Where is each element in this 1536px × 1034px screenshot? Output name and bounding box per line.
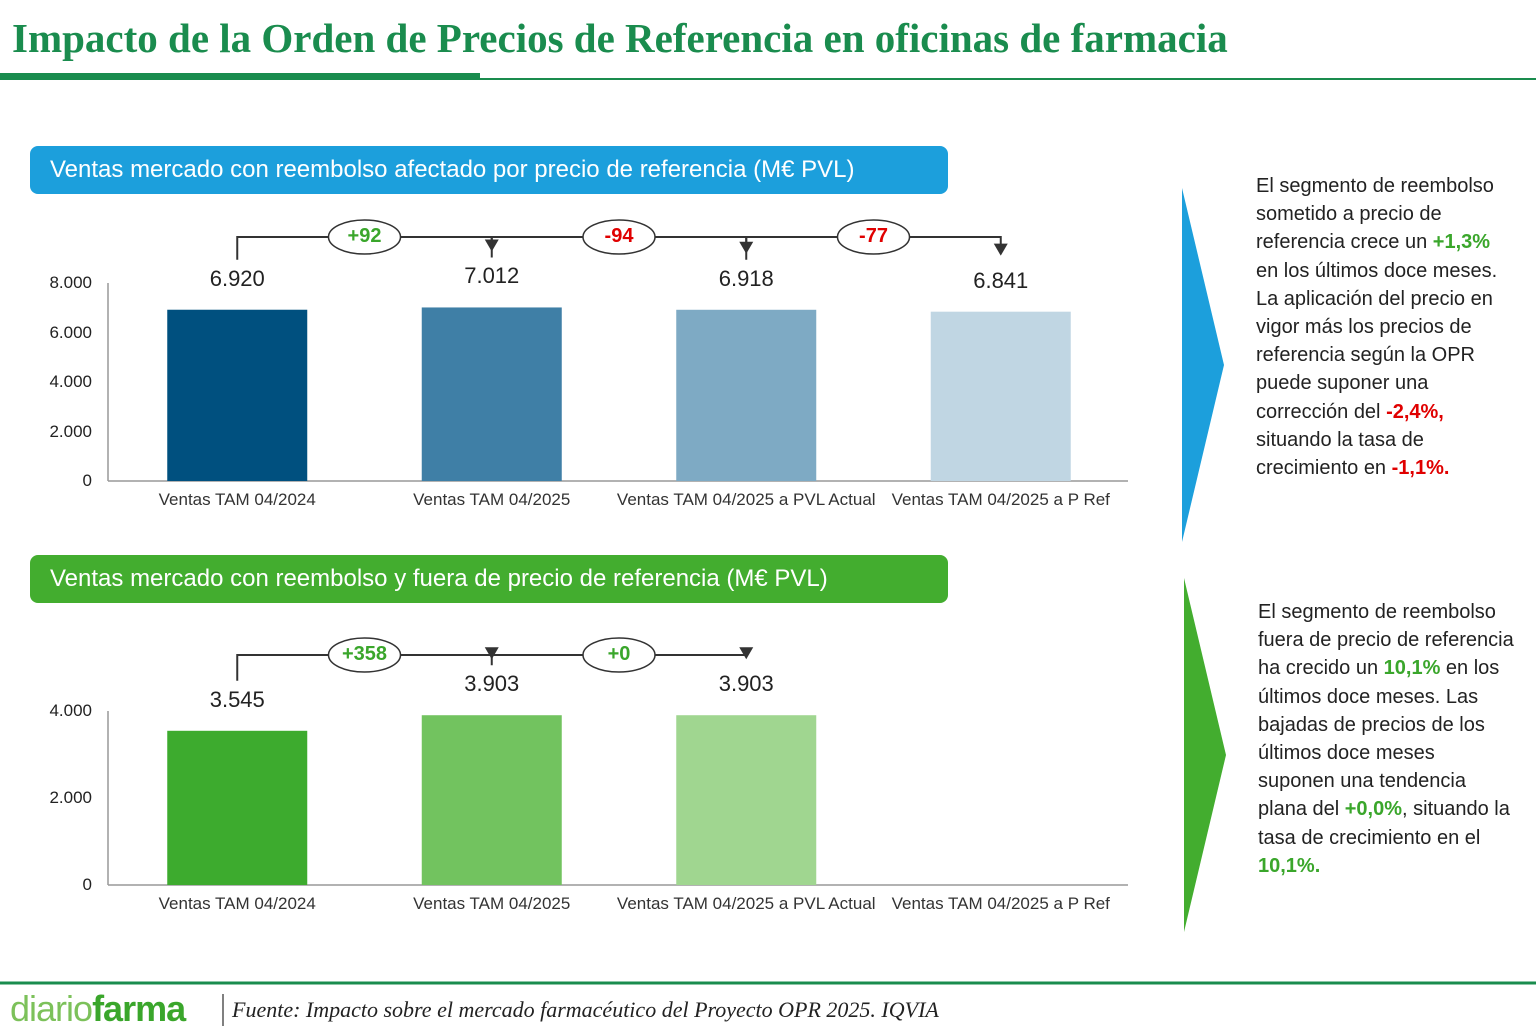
- x-tick-label: Ventas TAM 04/2025: [413, 490, 571, 509]
- bar: [421, 715, 562, 885]
- y-tick-label: 0: [82, 471, 92, 490]
- note-text: El segmento de reembolso fuera de precio…: [1258, 601, 1514, 680]
- page-title: Impacto de la Orden de Precios de Refere…: [12, 15, 1228, 61]
- value-label: 6.920: [209, 265, 265, 291]
- bar: [930, 311, 1071, 481]
- note-text: 10,1%: [1383, 657, 1441, 680]
- note-text: +0,0%: [1344, 798, 1403, 821]
- y-tick-label: 8.000: [49, 273, 92, 292]
- value-label: 3.545: [209, 686, 265, 712]
- note-text: -1,1%.: [1391, 457, 1450, 480]
- y-tick-label: 4.000: [49, 372, 92, 391]
- note-text: +1,3%: [1432, 231, 1491, 254]
- x-tick-label: Ventas TAM 04/2025 a P Ref: [891, 894, 1110, 913]
- bar: [167, 309, 308, 481]
- value-label: 3.903: [718, 671, 774, 697]
- delta-badge: [327, 637, 402, 673]
- title-underline: [0, 73, 480, 79]
- note-text: situando la tasa de crecimiento en: [1256, 428, 1424, 480]
- note-text: 10,1%.: [1258, 854, 1321, 877]
- note-text: en los últimos doce meses. Las bajadas d…: [1258, 657, 1500, 821]
- x-tick-label: Ventas TAM 04/2025 a PVL Actual: [616, 490, 876, 509]
- bracket-arrow: [484, 647, 499, 660]
- note-arrow: [1182, 188, 1224, 542]
- x-tick-label: Ventas TAM 04/2025 a P Ref: [891, 490, 1110, 509]
- note-text: , situando la tasa de crecimiento en el: [1258, 798, 1510, 849]
- delta-label: +358: [341, 643, 388, 665]
- bar: [167, 730, 308, 885]
- bracket-arrow: [993, 243, 1008, 256]
- logo-part: farma: [92, 988, 186, 1029]
- source: Fuente: Impacto sobre el mercado farmacé…: [232, 997, 939, 1022]
- value-label: 3.903: [464, 671, 520, 697]
- delta-badge: [582, 219, 656, 255]
- delta-label: -77: [859, 225, 888, 247]
- bar: [676, 715, 817, 885]
- delta-badge: [582, 637, 656, 673]
- y-tick-label: 4.000: [49, 701, 92, 720]
- note: El segmento de reembolso fuera de precio…: [1258, 598, 1516, 880]
- y-tick-label: 6.000: [49, 322, 92, 342]
- x-tick-label: Ventas TAM 04/2025: [413, 894, 571, 913]
- note-text: -2,4%,: [1386, 400, 1444, 423]
- delta-label: +92: [347, 225, 382, 247]
- x-tick-label: Ventas TAM 04/2024: [158, 490, 316, 509]
- chart-banner: Ventas mercado con reembolso afectado po…: [30, 146, 948, 194]
- note: El segmento de reembolso sometido a prec…: [1256, 172, 1514, 482]
- y-tick-label: 0: [82, 875, 92, 894]
- y-tick-label: 2.000: [49, 788, 92, 807]
- y-tick-label: 2.000: [49, 421, 92, 441]
- delta-label: -94: [604, 225, 634, 247]
- note-arrow: [1184, 578, 1226, 932]
- x-tick-label: Ventas TAM 04/2024: [158, 894, 316, 913]
- x-tick-label: Ventas TAM 04/2025 a PVL Actual: [616, 894, 876, 913]
- chart-banner: Ventas mercado con reembolso y fuera de …: [30, 555, 948, 603]
- bracket-arrow: [739, 647, 754, 660]
- value-label: 7.012: [464, 263, 520, 289]
- delta-badge: [836, 219, 911, 255]
- value-label: 6.841: [973, 267, 1029, 293]
- note-text: El segmento de reembolso sometido a prec…: [1256, 175, 1494, 254]
- logo-part: diario: [10, 988, 93, 1029]
- logo: diariofarma: [10, 988, 186, 1030]
- delta-badge: [327, 219, 402, 255]
- bar: [421, 307, 562, 481]
- value-label: 6.918: [718, 265, 774, 291]
- delta-label: +0: [607, 643, 631, 665]
- note-text: en los últimos doce meses. La aplicación…: [1256, 259, 1498, 423]
- bar: [676, 309, 817, 481]
